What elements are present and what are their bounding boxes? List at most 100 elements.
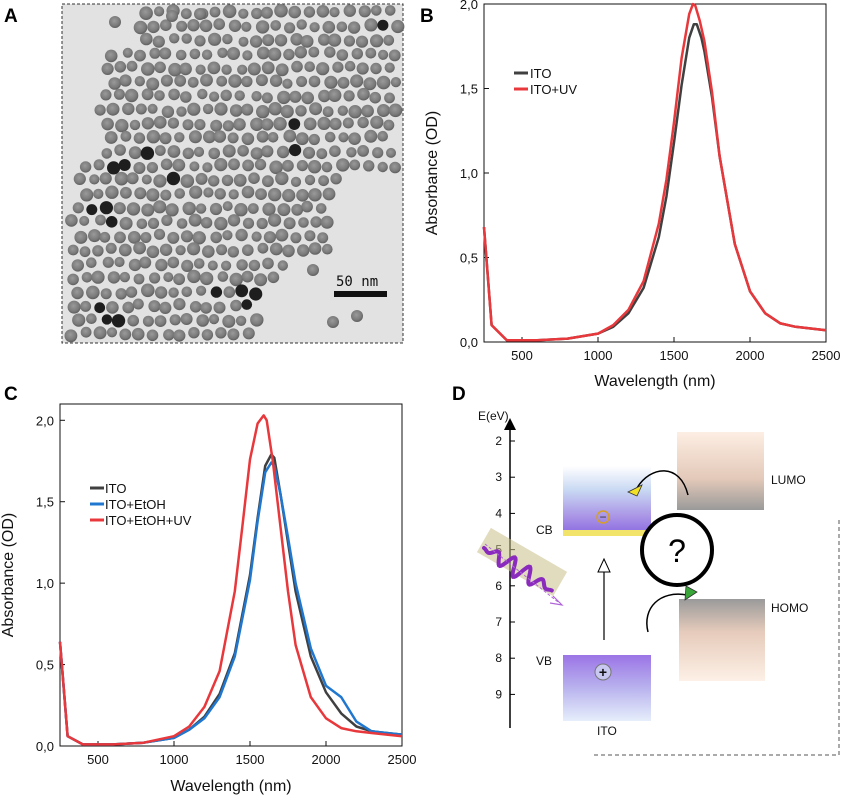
nanocrystal (267, 47, 282, 61)
nanocrystal (262, 202, 276, 216)
nanocrystal (291, 203, 304, 216)
nanocrystal (126, 202, 141, 216)
nanocrystal (321, 161, 333, 173)
energy-tick-label: 8 (495, 651, 502, 665)
nanocrystal (316, 148, 328, 160)
y-tick-label: 0,0 (460, 335, 478, 350)
nanocrystal (256, 217, 268, 230)
nanocrystal (233, 173, 247, 187)
nanocrystal (140, 32, 153, 46)
nanocrystal (65, 214, 78, 227)
nanocrystal (188, 130, 202, 144)
nanocrystal (357, 145, 369, 157)
nanocrystal (298, 217, 309, 228)
nanocrystal (142, 315, 154, 327)
y-tick-label: 0,0 (36, 739, 54, 754)
nanocrystal (93, 326, 107, 340)
nanocrystal (154, 145, 166, 156)
nanocrystal (133, 20, 148, 35)
nanocrystal (322, 20, 336, 34)
nanocrystal (193, 258, 205, 269)
nanocrystal (153, 228, 166, 240)
y-tick-label: 2,0 (36, 413, 54, 428)
nanocrystal (180, 8, 192, 20)
nanocrystal (343, 90, 355, 102)
nanocrystal (329, 7, 340, 18)
nanocrystal (111, 314, 126, 328)
nanocrystal (134, 187, 147, 200)
nanocrystal (208, 314, 220, 325)
nanocrystal (159, 301, 172, 314)
nanocrystal (280, 104, 294, 119)
nanocrystal (269, 242, 283, 256)
nanocrystal (220, 89, 232, 102)
nanocrystal (310, 216, 322, 228)
nanocrystal (241, 185, 255, 199)
nanocrystal (288, 5, 302, 19)
panel-label-b: B (420, 6, 434, 27)
nanocrystal (327, 316, 339, 328)
lumo-label: LUMO (771, 473, 806, 487)
nanocrystal (216, 75, 228, 87)
nanocrystal (235, 315, 247, 326)
photon-shadow (476, 527, 568, 597)
nanocrystal (357, 116, 369, 129)
nanocrystal (290, 232, 302, 244)
scale-bar (334, 291, 387, 297)
nanocrystal (338, 132, 349, 143)
nanocrystal (125, 286, 138, 298)
nanocrystal (174, 132, 185, 143)
nanocrystal (93, 188, 104, 199)
nanocrystal (104, 131, 118, 144)
nanocrystal (101, 314, 113, 325)
nanocrystal (369, 91, 382, 104)
nanocrystal (237, 64, 248, 75)
nanocrystal (114, 231, 126, 244)
nanocrystal (106, 327, 118, 338)
chart-c: 500 1000 1500 2000 2500 0,0 0,5 1,0 1,5 2,0 Wavel… (0, 403, 416, 795)
nanocrystal (262, 175, 274, 188)
nanocrystal (249, 35, 263, 48)
nanocrystal (149, 272, 161, 284)
nanocrystal (189, 161, 200, 172)
nanocrystal (196, 314, 209, 327)
nanocrystal (370, 115, 384, 129)
nanocrystal (169, 33, 180, 44)
nanocrystal (308, 242, 322, 255)
nanocrystal (153, 200, 167, 214)
nanocrystal (289, 90, 302, 103)
nanocrystal (370, 34, 384, 48)
nanocrystal (119, 216, 133, 230)
nanocrystal (187, 76, 199, 88)
nanocrystal (308, 46, 320, 58)
nanocrystal (256, 130, 269, 143)
nanocrystal (79, 215, 90, 226)
series-lines (482, 2, 827, 342)
nanocrystal (79, 246, 91, 258)
nanocrystal (389, 161, 401, 174)
panel-label-a: A (4, 6, 18, 27)
series-lines (58, 414, 403, 746)
nanocrystal (176, 106, 187, 117)
nanocrystal (251, 231, 262, 242)
nanocrystal (203, 130, 216, 144)
nanocrystal (383, 34, 395, 46)
nanocrystal (235, 228, 248, 242)
nanocrystal (107, 161, 121, 175)
nanocrystal (342, 117, 354, 129)
nanocrystal (131, 327, 145, 341)
nanocrystal (154, 61, 166, 74)
nanocrystal (118, 159, 131, 171)
nanocrystal (349, 159, 361, 171)
panel-label-d: D (452, 384, 466, 405)
nanocrystal (165, 203, 179, 217)
nanocrystal (350, 74, 364, 88)
axis-ticks: 500 1000 1500 2000 2500 0,0 0,5 1,0 1,5 2,0 (460, 0, 841, 363)
nanocrystal (181, 33, 192, 44)
nanocrystal (133, 132, 146, 144)
nanocrystal (390, 77, 401, 88)
nanocrystal (135, 103, 147, 115)
nanocrystal (99, 201, 113, 215)
nanocrystal (377, 161, 388, 173)
nanocrystal (120, 186, 132, 199)
